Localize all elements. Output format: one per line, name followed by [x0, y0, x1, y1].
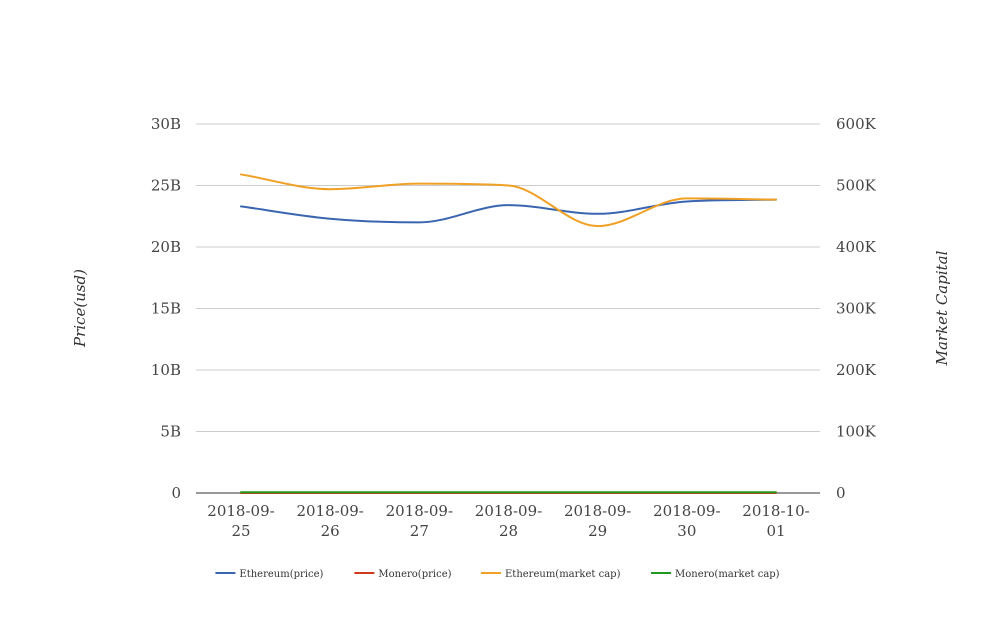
y2-tick-label: 600K [836, 115, 877, 133]
x-tick-label: 2018-09-28 [475, 502, 542, 540]
y2-tick-label: 400K [836, 238, 877, 256]
axis-ticks: 0 5B 10B 15B 20B 25B 30B 0 100K 200K 300K 400K 500K 6… [151, 115, 877, 540]
legend-label-ethereum-price: Ethereum(price) [239, 569, 323, 580]
y2-tick-label: 0 [836, 484, 846, 502]
series-line-ethereum-market-cap [240, 173, 777, 228]
legend-label-ethereum-market-cap: Ethereum(market cap) [505, 569, 621, 580]
legend-label-monero-price: Monero(price) [378, 569, 451, 580]
y2-tick-label: 200K [836, 361, 877, 379]
legend-label-monero-market-cap: Monero(market cap) [675, 569, 780, 580]
x-tick-label: 2018-09-27 [386, 502, 453, 540]
y-axis-title: Price(usd) [71, 269, 89, 348]
y2-axis-title: Market Capital [933, 250, 951, 366]
y-tick-label: 5B [160, 423, 181, 441]
legend: Ethereum(price) Monero(price) Ethereum(mar… [215, 569, 780, 580]
x-tick-label: 2018-09-29 [564, 502, 631, 540]
y-tick-label: 25B [151, 177, 181, 195]
y-tick-label: 15B [151, 300, 181, 318]
y-tick-label: 30B [151, 115, 181, 133]
y-tick-label: 20B [151, 238, 181, 256]
y-tick-label: 0 [171, 484, 181, 502]
y2-tick-label: 500K [836, 177, 877, 195]
y-tick-label: 10B [151, 361, 181, 379]
series-line-ethereum-price [240, 198, 777, 224]
series-lines [240, 173, 777, 495]
y2-tick-label: 100K [836, 423, 877, 441]
x-tick-label: 2018-10-01 [742, 502, 809, 540]
y2-tick-label: 300K [836, 300, 877, 318]
x-tick-label: 2018-09-25 [207, 502, 274, 540]
x-tick-label: 2018-09-30 [653, 502, 720, 540]
x-tick-label: 2018-09-26 [296, 502, 363, 540]
grid-lines [196, 123, 820, 494]
